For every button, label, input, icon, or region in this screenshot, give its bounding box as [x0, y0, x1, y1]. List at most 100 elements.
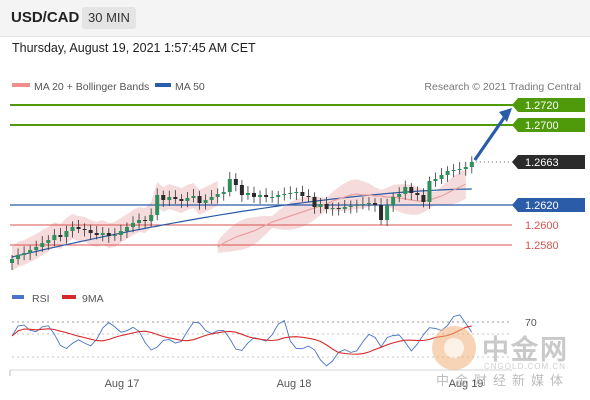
candle-body — [137, 220, 142, 223]
ma50-legend-swatch — [155, 83, 171, 87]
candle-body — [409, 187, 414, 193]
rsi-path — [11, 314, 473, 367]
candle-body — [360, 204, 365, 205]
level-tag-label: 1.2620 — [525, 200, 559, 212]
candle-body — [100, 233, 105, 235]
ma50-line — [11, 188, 472, 258]
candle-body — [197, 196, 202, 203]
level-tag-label: 1.2600 — [525, 220, 559, 232]
x-tick-label-aug18: Aug 18 — [277, 378, 312, 390]
credit-label: Research © 2021 Trading Central — [424, 81, 581, 93]
bollinger-bands — [12, 169, 466, 271]
candle-body — [209, 197, 214, 200]
candle-body — [457, 169, 462, 170]
candle-body — [391, 197, 396, 205]
level-lines — [10, 104, 514, 246]
timeframe-button[interactable]: 30 MIN — [82, 7, 136, 29]
candle-body — [167, 197, 172, 200]
candle-body — [312, 197, 317, 207]
candle-body — [342, 207, 347, 209]
candle-body — [46, 240, 51, 243]
candle-body — [149, 215, 154, 221]
forecast-arrow — [473, 108, 512, 161]
candle-body — [258, 195, 263, 197]
candle-body — [433, 179, 438, 181]
price-chart: MA 20 + Bollinger Bands MA 50 Research ©… — [9, 81, 585, 390]
candle-body — [421, 195, 426, 202]
candle-body — [324, 204, 329, 209]
level-tag-2 — [512, 155, 585, 169]
x-tick-label-aug17: Aug 17 — [105, 378, 140, 390]
candle-body — [318, 204, 323, 207]
candle-body — [397, 194, 402, 197]
candle-body — [233, 179, 238, 185]
candle-body — [10, 259, 14, 263]
rsi-lines — [11, 314, 473, 367]
ma9-legend-swatch — [62, 295, 76, 299]
candle-body — [427, 181, 432, 202]
candle-body — [385, 205, 390, 220]
candle-body — [239, 185, 244, 195]
candle-body — [227, 179, 232, 192]
candle-body — [439, 175, 444, 179]
candle-body — [270, 197, 275, 198]
candle-body — [282, 194, 287, 195]
level-tag-label: 1.2720 — [525, 100, 559, 112]
candle-body — [112, 235, 117, 236]
symbol-label: USD/CAD — [11, 9, 80, 26]
candle-body — [161, 195, 166, 200]
candle-body — [40, 243, 45, 247]
bollinger-band-area-early — [12, 181, 218, 271]
x-tick-label-aug19: Aug 19 — [449, 378, 484, 390]
ma20-legend-label: MA 20 + Bollinger Bands — [34, 81, 149, 93]
candle-body — [379, 205, 384, 220]
candle-body — [52, 235, 57, 240]
candle-body — [82, 229, 87, 230]
candle-body — [16, 255, 21, 259]
candle-body — [34, 247, 39, 250]
candle-body — [264, 195, 269, 197]
candles — [10, 156, 474, 270]
ma20-legend-swatch — [12, 83, 30, 87]
candle-body — [469, 162, 474, 167]
rsi-legend-label: RSI — [32, 293, 50, 305]
candle-body — [143, 220, 148, 221]
candle-body — [203, 200, 208, 203]
candle-body — [288, 193, 293, 194]
candle-body — [403, 187, 408, 194]
candle-body — [300, 192, 305, 196]
rsi-ma9-path — [11, 325, 472, 355]
candle-body — [64, 231, 69, 237]
ma50-path — [11, 188, 472, 258]
candle-body — [276, 195, 281, 197]
forecast-arrow-shaft — [473, 114, 508, 161]
candle-body — [118, 231, 123, 235]
ma9-legend-label: 9MA — [82, 293, 104, 305]
datetime-label: Thursday, August 19, 2021 1:57:45 AM CET — [12, 41, 256, 55]
candle-body — [191, 196, 196, 198]
candle-body — [294, 192, 299, 193]
candle-body — [245, 193, 250, 195]
candle-body — [354, 205, 359, 206]
candle-body — [221, 192, 226, 194]
rsi-legend-swatch — [12, 295, 24, 299]
candle-body — [124, 227, 129, 231]
candle-body — [330, 208, 335, 209]
candle-body — [336, 208, 341, 209]
ma50-legend-label: MA 50 — [175, 81, 205, 93]
candle-body — [348, 206, 353, 207]
rsi-70-label: 70 — [525, 317, 537, 329]
level-tag-1 — [512, 118, 585, 132]
candle-body — [106, 233, 111, 236]
candle-body — [70, 227, 75, 231]
level-tag-label: 1.2580 — [525, 240, 559, 252]
level-tag-label: 1.2663 — [525, 157, 559, 169]
level-tag-0 — [512, 98, 585, 112]
level-tags: 1.2720 1.2700 1.2663 1.2620 1.2600 1.2580 — [512, 98, 585, 252]
chart-header: USD/CAD 30 MIN — [0, 0, 590, 37]
candle-body — [451, 170, 456, 171]
candle-body — [94, 233, 99, 235]
candle-body — [306, 196, 311, 197]
candle-body — [28, 250, 33, 253]
candle-body — [215, 194, 220, 197]
